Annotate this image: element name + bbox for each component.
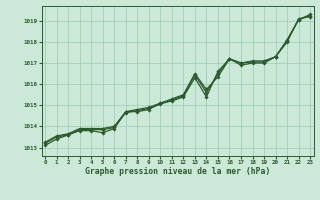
- X-axis label: Graphe pression niveau de la mer (hPa): Graphe pression niveau de la mer (hPa): [85, 167, 270, 176]
